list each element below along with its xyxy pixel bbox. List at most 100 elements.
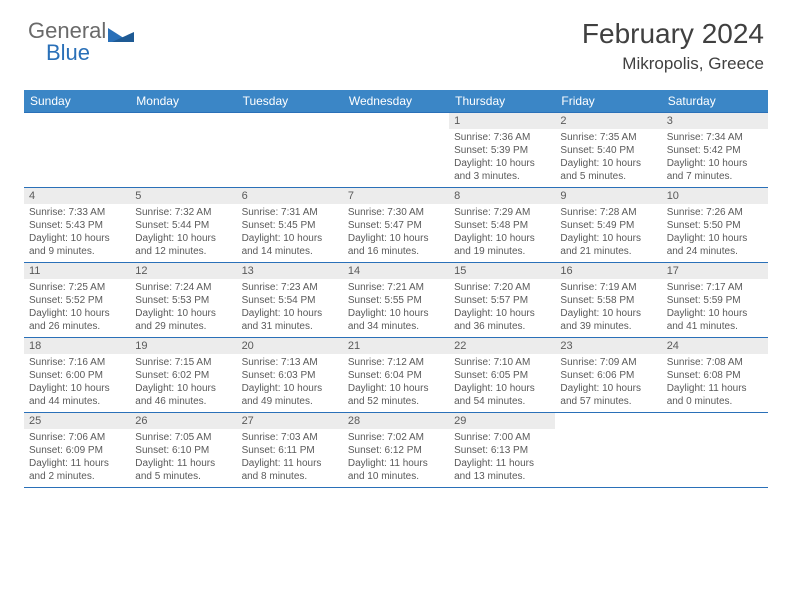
logo-triangle-icon <box>108 26 134 44</box>
day-details: Sunrise: 7:30 AM Sunset: 5:47 PM Dayligh… <box>343 204 449 262</box>
day-number: 4 <box>24 188 130 204</box>
day-number: 9 <box>555 188 661 204</box>
day-number: 24 <box>662 338 768 354</box>
day-cell: 21Sunrise: 7:12 AM Sunset: 6:04 PM Dayli… <box>343 338 449 413</box>
day-number <box>343 113 449 129</box>
day-cell: 10Sunrise: 7:26 AM Sunset: 5:50 PM Dayli… <box>662 188 768 263</box>
day-cell <box>237 113 343 188</box>
day-cell: 20Sunrise: 7:13 AM Sunset: 6:03 PM Dayli… <box>237 338 343 413</box>
day-cell: 28Sunrise: 7:02 AM Sunset: 6:12 PM Dayli… <box>343 413 449 488</box>
day-details: Sunrise: 7:15 AM Sunset: 6:02 PM Dayligh… <box>130 354 236 412</box>
day-cell: 17Sunrise: 7:17 AM Sunset: 5:59 PM Dayli… <box>662 263 768 338</box>
day-cell: 23Sunrise: 7:09 AM Sunset: 6:06 PM Dayli… <box>555 338 661 413</box>
day-details: Sunrise: 7:20 AM Sunset: 5:57 PM Dayligh… <box>449 279 555 337</box>
day-details: Sunrise: 7:28 AM Sunset: 5:49 PM Dayligh… <box>555 204 661 262</box>
day-cell: 11Sunrise: 7:25 AM Sunset: 5:52 PM Dayli… <box>24 263 130 338</box>
day-number: 12 <box>130 263 236 279</box>
day-details <box>237 129 343 187</box>
title-block: February 2024 Mikropolis, Greece <box>582 18 764 74</box>
day-number: 29 <box>449 413 555 429</box>
day-number: 3 <box>662 113 768 129</box>
day-cell: 25Sunrise: 7:06 AM Sunset: 6:09 PM Dayli… <box>24 413 130 488</box>
day-cell: 9Sunrise: 7:28 AM Sunset: 5:49 PM Daylig… <box>555 188 661 263</box>
day-number: 15 <box>449 263 555 279</box>
day-number: 14 <box>343 263 449 279</box>
day-number: 5 <box>130 188 236 204</box>
day-details: Sunrise: 7:31 AM Sunset: 5:45 PM Dayligh… <box>237 204 343 262</box>
day-cell: 2Sunrise: 7:35 AM Sunset: 5:40 PM Daylig… <box>555 113 661 188</box>
day-details: Sunrise: 7:09 AM Sunset: 6:06 PM Dayligh… <box>555 354 661 412</box>
day-number: 2 <box>555 113 661 129</box>
day-cell: 13Sunrise: 7:23 AM Sunset: 5:54 PM Dayli… <box>237 263 343 338</box>
day-details: Sunrise: 7:33 AM Sunset: 5:43 PM Dayligh… <box>24 204 130 262</box>
day-number: 22 <box>449 338 555 354</box>
day-details: Sunrise: 7:29 AM Sunset: 5:48 PM Dayligh… <box>449 204 555 262</box>
day-number <box>130 113 236 129</box>
day-cell: 19Sunrise: 7:15 AM Sunset: 6:02 PM Dayli… <box>130 338 236 413</box>
day-number: 1 <box>449 113 555 129</box>
day-number: 27 <box>237 413 343 429</box>
day-details: Sunrise: 7:00 AM Sunset: 6:13 PM Dayligh… <box>449 429 555 487</box>
day-cell: 14Sunrise: 7:21 AM Sunset: 5:55 PM Dayli… <box>343 263 449 338</box>
dayhead-monday: Monday <box>130 90 236 113</box>
day-details: Sunrise: 7:35 AM Sunset: 5:40 PM Dayligh… <box>555 129 661 187</box>
day-cell: 16Sunrise: 7:19 AM Sunset: 5:58 PM Dayli… <box>555 263 661 338</box>
day-cell <box>343 113 449 188</box>
day-cell <box>555 413 661 488</box>
day-details <box>662 429 768 487</box>
page-title: February 2024 <box>582 18 764 50</box>
week-row: 4Sunrise: 7:33 AM Sunset: 5:43 PM Daylig… <box>24 188 768 263</box>
day-details: Sunrise: 7:17 AM Sunset: 5:59 PM Dayligh… <box>662 279 768 337</box>
day-details: Sunrise: 7:03 AM Sunset: 6:11 PM Dayligh… <box>237 429 343 487</box>
day-number: 25 <box>24 413 130 429</box>
day-cell: 29Sunrise: 7:00 AM Sunset: 6:13 PM Dayli… <box>449 413 555 488</box>
logo: General Blue <box>28 18 134 66</box>
day-cell: 5Sunrise: 7:32 AM Sunset: 5:44 PM Daylig… <box>130 188 236 263</box>
day-number: 20 <box>237 338 343 354</box>
day-cell <box>24 113 130 188</box>
day-number: 17 <box>662 263 768 279</box>
day-cell <box>130 113 236 188</box>
day-cell: 6Sunrise: 7:31 AM Sunset: 5:45 PM Daylig… <box>237 188 343 263</box>
calendar-table: Sunday Monday Tuesday Wednesday Thursday… <box>24 90 768 487</box>
day-cell: 27Sunrise: 7:03 AM Sunset: 6:11 PM Dayli… <box>237 413 343 488</box>
day-cell: 4Sunrise: 7:33 AM Sunset: 5:43 PM Daylig… <box>24 188 130 263</box>
day-details: Sunrise: 7:21 AM Sunset: 5:55 PM Dayligh… <box>343 279 449 337</box>
day-cell: 12Sunrise: 7:24 AM Sunset: 5:53 PM Dayli… <box>130 263 236 338</box>
dayhead-friday: Friday <box>555 90 661 113</box>
day-details: Sunrise: 7:23 AM Sunset: 5:54 PM Dayligh… <box>237 279 343 337</box>
day-header-row: Sunday Monday Tuesday Wednesday Thursday… <box>24 90 768 113</box>
day-details: Sunrise: 7:02 AM Sunset: 6:12 PM Dayligh… <box>343 429 449 487</box>
day-number: 21 <box>343 338 449 354</box>
week-row: 1Sunrise: 7:36 AM Sunset: 5:39 PM Daylig… <box>24 113 768 188</box>
day-cell <box>662 413 768 488</box>
day-details: Sunrise: 7:19 AM Sunset: 5:58 PM Dayligh… <box>555 279 661 337</box>
day-cell: 1Sunrise: 7:36 AM Sunset: 5:39 PM Daylig… <box>449 113 555 188</box>
day-details: Sunrise: 7:13 AM Sunset: 6:03 PM Dayligh… <box>237 354 343 412</box>
dayhead-tuesday: Tuesday <box>237 90 343 113</box>
day-details: Sunrise: 7:08 AM Sunset: 6:08 PM Dayligh… <box>662 354 768 412</box>
day-number: 11 <box>24 263 130 279</box>
dayhead-saturday: Saturday <box>662 90 768 113</box>
day-number <box>662 413 768 429</box>
bottom-rule <box>24 487 768 488</box>
day-details <box>24 129 130 187</box>
day-details: Sunrise: 7:05 AM Sunset: 6:10 PM Dayligh… <box>130 429 236 487</box>
day-number: 8 <box>449 188 555 204</box>
dayhead-thursday: Thursday <box>449 90 555 113</box>
day-cell: 24Sunrise: 7:08 AM Sunset: 6:08 PM Dayli… <box>662 338 768 413</box>
day-details: Sunrise: 7:36 AM Sunset: 5:39 PM Dayligh… <box>449 129 555 187</box>
day-number <box>237 113 343 129</box>
day-number: 13 <box>237 263 343 279</box>
day-cell: 26Sunrise: 7:05 AM Sunset: 6:10 PM Dayli… <box>130 413 236 488</box>
day-number: 7 <box>343 188 449 204</box>
day-details <box>555 429 661 487</box>
week-row: 18Sunrise: 7:16 AM Sunset: 6:00 PM Dayli… <box>24 338 768 413</box>
day-details: Sunrise: 7:06 AM Sunset: 6:09 PM Dayligh… <box>24 429 130 487</box>
day-number <box>24 113 130 129</box>
day-details <box>130 129 236 187</box>
dayhead-sunday: Sunday <box>24 90 130 113</box>
day-details: Sunrise: 7:26 AM Sunset: 5:50 PM Dayligh… <box>662 204 768 262</box>
week-row: 11Sunrise: 7:25 AM Sunset: 5:52 PM Dayli… <box>24 263 768 338</box>
day-details <box>343 129 449 187</box>
